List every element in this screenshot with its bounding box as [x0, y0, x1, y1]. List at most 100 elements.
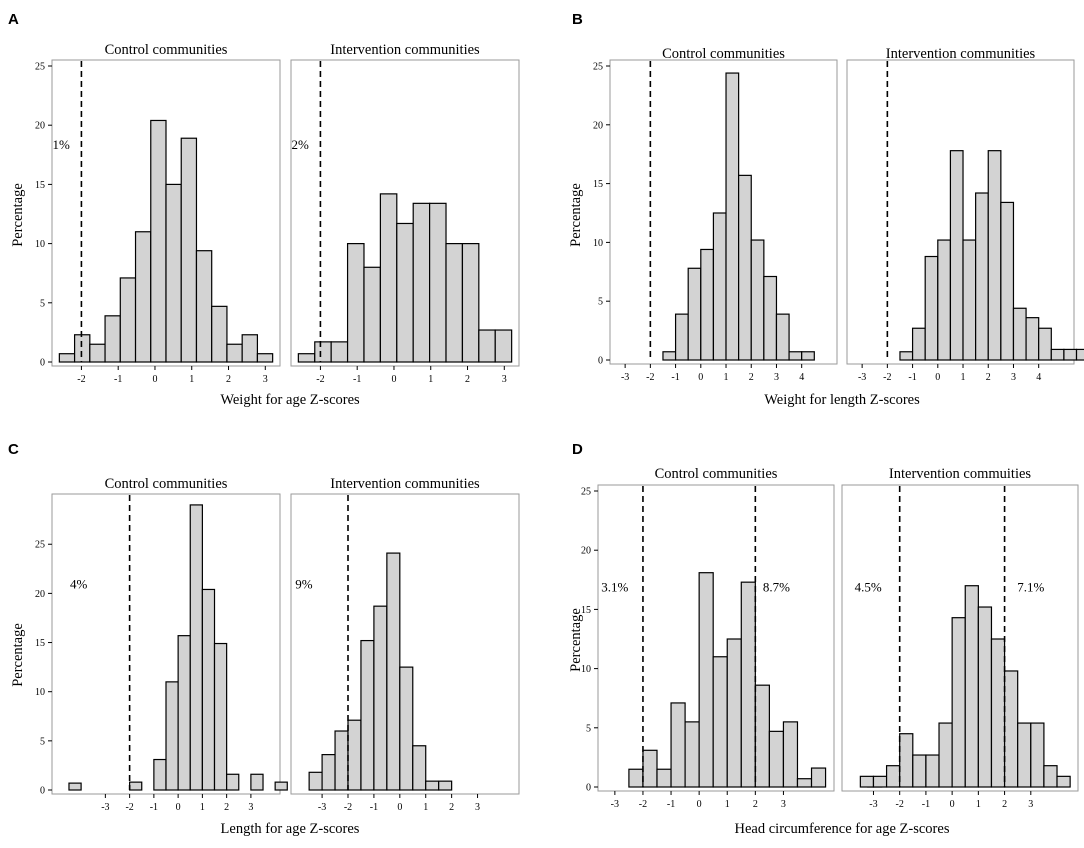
histogram-bar [899, 733, 914, 788]
histogram-bar [429, 202, 447, 363]
x-tick-label: -2 [639, 799, 647, 810]
histogram-bar [386, 552, 401, 791]
panel-d: D Percentage Head circumference for age Z-… [568, 441, 1079, 837]
facet-title: Control communities [105, 42, 228, 58]
histogram-bar [656, 768, 672, 788]
facet-intervention: Intervention communities -3 -2 -1 0 1 2 3 4 [846, 46, 1084, 383]
histogram-bar [129, 781, 143, 791]
histogram-bar [396, 222, 414, 363]
x-tick-label: 2 [465, 374, 470, 385]
y-tick-label: 15 [581, 605, 591, 616]
histogram-bar [379, 193, 398, 363]
x-tick-label: 1 [189, 374, 194, 385]
x-tick-label: 3 [774, 372, 779, 383]
histogram-bar [859, 775, 875, 788]
x-axis-label: Weight for length Z-scores [764, 392, 920, 408]
histogram-bar [801, 351, 815, 361]
facet-title: Control communities [662, 46, 785, 62]
panel-a: A Percentage Weight for age Z-scores Contro… [8, 11, 520, 408]
plot-frame [290, 59, 520, 367]
histogram-bar [662, 351, 677, 361]
x-tick-label: -2 [77, 374, 85, 385]
histogram-bar [670, 702, 686, 788]
histogram-bar [1075, 348, 1084, 361]
x-tick-label: 3 [1011, 372, 1016, 383]
y-tick-label: 25 [35, 62, 45, 73]
histogram-bar [754, 684, 770, 788]
histogram-bar [330, 341, 349, 363]
histogram-bar [241, 334, 259, 363]
y-tick-label: 20 [581, 546, 591, 557]
histogram-bar [962, 239, 977, 361]
histogram-bar [347, 719, 362, 791]
histogram-bar [872, 775, 888, 788]
x-tick-label: 2 [1002, 799, 1007, 810]
histogram-bar [1050, 348, 1065, 361]
histogram-bar [990, 638, 1006, 788]
histogram-bar [73, 334, 91, 363]
percent-annotation: 7.1% [1017, 580, 1044, 595]
x-tick-label: 2 [224, 802, 229, 813]
x-tick-label: -3 [318, 802, 326, 813]
histogram-bar [899, 351, 914, 361]
x-tick-label: 1 [428, 374, 433, 385]
histogram-bar [195, 250, 213, 363]
y-tick-label: 5 [598, 297, 603, 308]
facet-title: Intervention commuities [889, 466, 1032, 482]
histogram-bar [977, 606, 993, 788]
y-tick-label: 15 [35, 638, 45, 649]
histogram-bar [211, 305, 228, 363]
histogram-bar [425, 780, 440, 791]
histogram-bar [712, 212, 727, 361]
x-tick-label: 0 [935, 372, 940, 383]
plot-frame [609, 59, 838, 365]
y-tick-label: 20 [593, 120, 603, 131]
plot-frame [51, 493, 281, 795]
histogram-bar [642, 749, 658, 788]
plot-frame [51, 59, 281, 367]
panel-label: D [572, 441, 583, 458]
histogram-bar [788, 351, 803, 361]
y-axis-label: Percentage [10, 183, 26, 247]
histogram-bar [924, 255, 939, 361]
histogram-bar [1056, 775, 1071, 788]
histogram-bar [949, 150, 964, 361]
y-axis-label: Percentage [10, 623, 26, 687]
facet-control: Control communities 0 5 10 15 20 25 -2 -1 0 1 2 3 1% [35, 42, 281, 385]
x-tick-label: 3 [263, 374, 268, 385]
x-tick-label: -3 [101, 802, 109, 813]
x-tick-label: 1 [976, 799, 981, 810]
histogram-bar [201, 588, 216, 791]
x-tick-label: 2 [986, 372, 991, 383]
histogram-bar [740, 581, 756, 788]
histogram-bar [951, 617, 966, 788]
panel-c: C Percentage Length for age Z-scores Contro… [8, 441, 520, 837]
histogram-bar [763, 275, 778, 361]
y-tick-label: 15 [593, 179, 603, 190]
x-tick-label: -1 [370, 802, 378, 813]
percent-annotation: 4.5% [855, 580, 882, 595]
x-tick-label: 0 [391, 374, 396, 385]
facet-title: Control communities [655, 466, 778, 482]
y-tick-label: 5 [586, 723, 591, 734]
x-tick-label: 0 [397, 802, 402, 813]
x-axis-label: Head circumference for age Z-scores [735, 821, 950, 837]
plot-frame [841, 484, 1079, 792]
x-axis-label: Length for age Z-scores [221, 821, 360, 837]
facet-title: Control communities [105, 476, 228, 492]
plot-frame [846, 59, 1075, 365]
histogram-bar [399, 666, 414, 791]
histogram-bar [58, 353, 76, 363]
histogram-bar [314, 341, 332, 363]
histogram-bar [768, 730, 785, 788]
y-tick-label: 25 [593, 62, 603, 73]
histogram-bar [213, 642, 228, 791]
facet-control: Control communities 0 5 10 15 20 25 -3 -2 -1 0 1 2 3 4… [35, 476, 288, 813]
y-axis-label: Percentage [568, 608, 584, 672]
histogram-bar [89, 343, 106, 363]
histogram-bar [104, 315, 121, 363]
histogram-bar [1000, 201, 1015, 361]
x-tick-label: 3 [475, 802, 480, 813]
y-tick-label: 25 [581, 487, 591, 498]
x-tick-label: 1 [423, 802, 428, 813]
